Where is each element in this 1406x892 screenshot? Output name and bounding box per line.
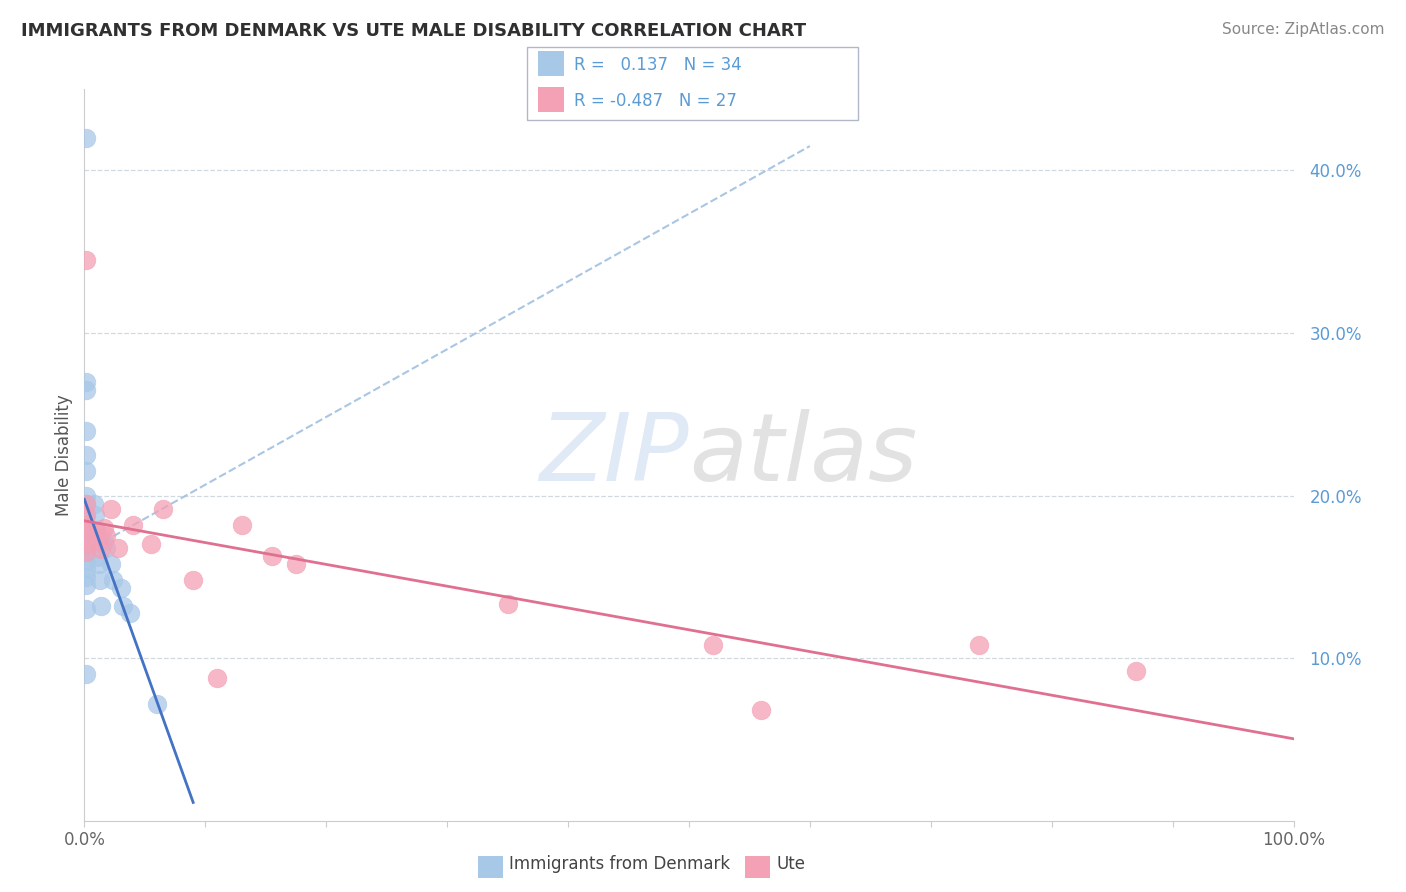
Point — [231, 517, 253, 532]
Point — [75, 570, 97, 584]
Point — [75, 545, 97, 559]
Point — [1125, 664, 1147, 678]
Point — [181, 573, 204, 587]
Point — [121, 517, 143, 532]
Point — [110, 581, 132, 595]
Point — [75, 131, 97, 145]
Point — [75, 578, 97, 592]
Point — [90, 599, 112, 613]
Text: ZIP: ZIP — [540, 409, 689, 500]
Point — [107, 541, 129, 555]
Point — [86, 524, 108, 539]
Point — [75, 537, 97, 551]
Point — [139, 537, 162, 551]
Point — [75, 517, 97, 532]
Y-axis label: Male Disability: Male Disability — [55, 394, 73, 516]
Point — [75, 667, 97, 681]
Point — [75, 545, 97, 559]
Point — [284, 557, 308, 571]
Point — [87, 557, 110, 571]
Point — [146, 697, 169, 711]
Point — [751, 703, 773, 717]
Text: R =   0.137   N = 34: R = 0.137 N = 34 — [574, 56, 741, 74]
Point — [75, 508, 97, 522]
Point — [86, 550, 108, 565]
Point — [94, 529, 117, 543]
Point — [75, 383, 97, 397]
Point — [75, 375, 97, 389]
Text: Ute: Ute — [776, 855, 806, 873]
Text: IMMIGRANTS FROM DENMARK VS UTE MALE DISABILITY CORRELATION CHART: IMMIGRANTS FROM DENMARK VS UTE MALE DISA… — [21, 22, 806, 40]
Point — [75, 489, 97, 503]
Point — [83, 497, 105, 511]
Point — [93, 521, 115, 535]
Text: Immigrants from Denmark: Immigrants from Denmark — [509, 855, 730, 873]
Point — [75, 497, 97, 511]
Point — [75, 448, 97, 462]
Text: Source: ZipAtlas.com: Source: ZipAtlas.com — [1222, 22, 1385, 37]
Point — [103, 573, 125, 587]
Point — [967, 638, 990, 652]
Point — [75, 562, 97, 576]
Point — [260, 549, 283, 563]
Point — [100, 557, 122, 571]
Text: R = -0.487   N = 27: R = -0.487 N = 27 — [574, 92, 737, 110]
Point — [75, 602, 97, 616]
Point — [87, 534, 110, 549]
Point — [94, 541, 117, 555]
Point — [496, 598, 519, 612]
Point — [84, 508, 107, 522]
Point — [120, 606, 142, 620]
Point — [75, 424, 97, 438]
Point — [152, 501, 174, 516]
Point — [75, 537, 97, 551]
Point — [75, 252, 97, 267]
Text: atlas: atlas — [689, 409, 917, 500]
Point — [75, 517, 97, 532]
Point — [75, 508, 97, 522]
Point — [75, 525, 97, 540]
Point — [75, 497, 97, 511]
Point — [112, 599, 135, 613]
Point — [90, 542, 112, 557]
Point — [75, 553, 97, 567]
Point — [89, 573, 111, 587]
Point — [93, 534, 115, 549]
Point — [75, 464, 97, 478]
Point — [702, 638, 724, 652]
Point — [100, 501, 122, 516]
Point — [75, 525, 97, 540]
Point — [86, 524, 108, 539]
Point — [207, 671, 229, 685]
